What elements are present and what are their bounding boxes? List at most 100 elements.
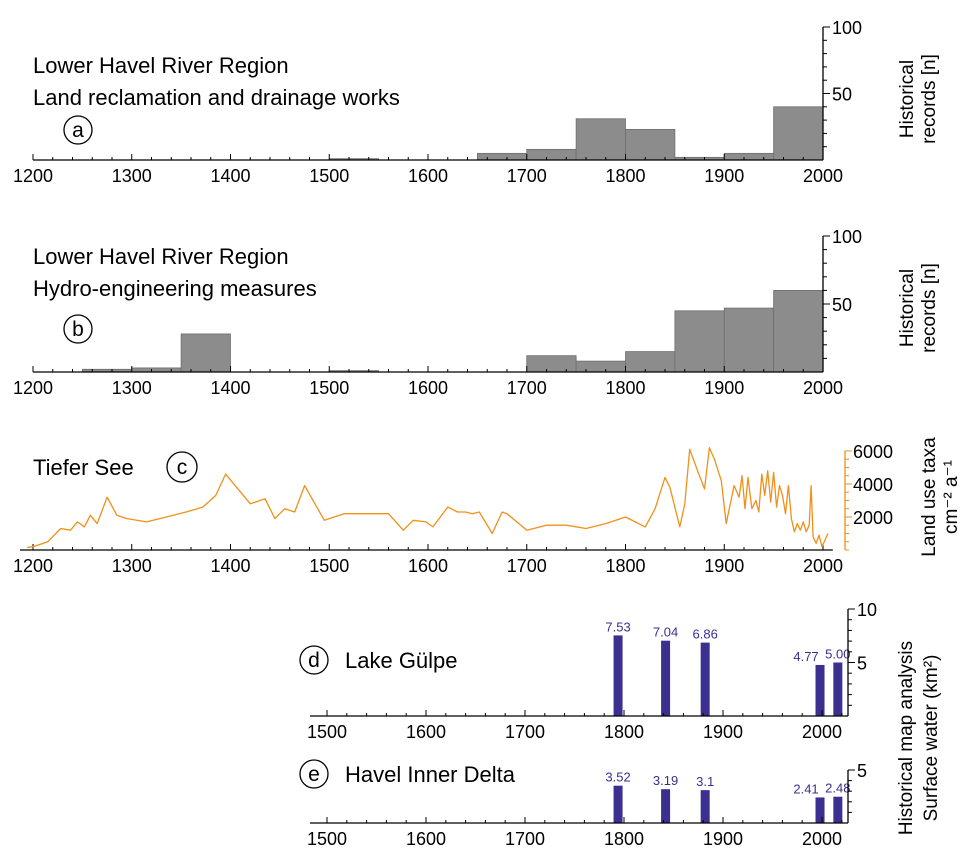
x-tick-label: 1300 bbox=[112, 378, 152, 398]
x-tick-label: 1800 bbox=[605, 166, 645, 186]
data-label: 3.52 bbox=[605, 770, 630, 785]
x-tick-label: 1600 bbox=[408, 166, 448, 186]
map-bar bbox=[613, 785, 623, 823]
y-tick-label: 100 bbox=[832, 227, 862, 247]
x-tick-label: 1600 bbox=[406, 722, 446, 742]
panel-e-havel-inner-delta: 3.52 3.19 3.1 2.41 2.48 1500 1600 1700 1800 1900 2… bbox=[299, 759, 867, 849]
map-bar bbox=[661, 640, 671, 716]
y-tick-label: 10 bbox=[857, 600, 877, 620]
panel-letter: c bbox=[177, 456, 188, 479]
data-label: 3.19 bbox=[653, 773, 678, 788]
map-bar bbox=[833, 796, 843, 823]
y-tick-label: 50 bbox=[832, 295, 852, 315]
y-tick-label: 6000 bbox=[853, 442, 893, 462]
series-label: Lake Gülpe bbox=[345, 648, 458, 673]
map-bar bbox=[833, 662, 843, 716]
shared-y-axis-label: Historical map analysis Surface water (km… bbox=[896, 641, 942, 835]
x-tick-label: 1500 bbox=[307, 722, 347, 742]
y-axis-label-map: Historical map analysis bbox=[896, 641, 917, 835]
histogram-bar bbox=[674, 310, 725, 373]
y-tick-label: 50 bbox=[832, 85, 852, 105]
x-tick-label: 1900 bbox=[703, 829, 743, 849]
panel-letter-circle bbox=[299, 645, 329, 675]
x-tick-label: 1300 bbox=[112, 166, 152, 186]
histogram-bar bbox=[575, 360, 626, 373]
x-tick-label: 1400 bbox=[210, 378, 250, 398]
chart-title-line: Lower Havel River Region bbox=[33, 244, 289, 269]
map-bar bbox=[700, 642, 710, 716]
x-tick-label: 1600 bbox=[408, 556, 448, 576]
histogram-bar bbox=[773, 106, 824, 161]
panel-d-lake-guelpe: 7.53 7.04 6.86 4.77 5.00 1500 1600 1700 1800 1900… bbox=[299, 600, 877, 742]
panel-letter-circle bbox=[63, 115, 93, 145]
map-bar bbox=[700, 790, 710, 823]
x-tick-label: 1800 bbox=[604, 829, 644, 849]
x-tick-label: 1400 bbox=[210, 166, 250, 186]
x-tick-label: 2000 bbox=[803, 378, 843, 398]
x-tick-label: 2000 bbox=[802, 829, 842, 849]
data-label: 7.04 bbox=[653, 625, 678, 640]
y-tick-label: 4000 bbox=[853, 475, 893, 495]
x-tick-label: 1500 bbox=[309, 378, 349, 398]
x-tick-label: 1200 bbox=[13, 556, 53, 576]
panel-letter-circle bbox=[63, 314, 93, 344]
chart-title-line: Land reclamation and drainage works bbox=[33, 85, 400, 110]
x-tick-label: 1500 bbox=[309, 556, 349, 576]
series-label: Tiefer See bbox=[33, 455, 134, 480]
x-tick-label: 1700 bbox=[507, 378, 547, 398]
x-tick-label: 1600 bbox=[406, 829, 446, 849]
x-tick-label: 1900 bbox=[704, 378, 744, 398]
panel-letter: e bbox=[308, 763, 320, 786]
x-tick-label: 1600 bbox=[408, 378, 448, 398]
x-tick-label: 1500 bbox=[309, 166, 349, 186]
panel-a-land-reclamation: 1200 1300 1400 1500 1600 1700 1800 1900 2000 50 10… bbox=[13, 18, 940, 186]
map-bar bbox=[815, 664, 825, 716]
x-tick-label: 1800 bbox=[605, 556, 645, 576]
x-tick-label: 1200 bbox=[13, 166, 53, 186]
x-tick-label: 1900 bbox=[703, 722, 743, 742]
x-tick-label: 1800 bbox=[604, 722, 644, 742]
map-bar bbox=[815, 797, 825, 823]
x-tick-label: 1700 bbox=[505, 722, 545, 742]
x-tick-label: 1500 bbox=[307, 829, 347, 849]
data-label: 6.86 bbox=[693, 627, 718, 642]
panel-b-hydro-engineering: 1200 1300 1400 1500 1600 1700 1800 1900 2000 50 10… bbox=[13, 227, 940, 398]
histogram-bar bbox=[476, 152, 528, 161]
y-tick-label: 2000 bbox=[853, 508, 893, 528]
y-axis-label: Historical bbox=[897, 269, 918, 347]
panel-c-tiefer-see: 1200 1300 1400 1500 1600 1700 1800 1900 2000 2000… bbox=[13, 437, 962, 576]
data-label: 3.1 bbox=[696, 774, 714, 789]
y-axis-label: records [n] bbox=[919, 263, 940, 353]
y-tick-label: 5 bbox=[857, 761, 867, 781]
series-label: Havel Inner Delta bbox=[345, 762, 516, 787]
y-tick-label: 100 bbox=[832, 18, 862, 38]
histogram-bar bbox=[526, 355, 577, 373]
panel-letter-circle bbox=[166, 451, 198, 483]
x-tick-label: 1400 bbox=[210, 556, 250, 576]
histogram-bar bbox=[526, 148, 577, 161]
data-label: 2.41 bbox=[793, 781, 818, 796]
y-axis-label: Land use taxa bbox=[919, 437, 940, 557]
chart-title-line: Hydro-engineering measures bbox=[33, 276, 317, 301]
data-label: 7.53 bbox=[605, 619, 630, 634]
x-tick-label: 2000 bbox=[803, 166, 843, 186]
histogram-bar bbox=[625, 351, 676, 373]
x-tick-label: 1700 bbox=[507, 556, 547, 576]
histogram-bar bbox=[723, 307, 775, 373]
y-axis-label: records [n] bbox=[919, 54, 940, 144]
y-axis-label-map: Surface water (km²) bbox=[921, 655, 942, 822]
y-axis-label-unit: cm⁻² a⁻¹ bbox=[941, 460, 962, 534]
histogram-bar bbox=[625, 129, 676, 161]
data-label: 2.48 bbox=[825, 781, 850, 796]
panel-letter: a bbox=[72, 119, 84, 142]
y-axis-label: Historical bbox=[897, 60, 918, 138]
y-tick-label: 5 bbox=[857, 654, 867, 674]
x-tick-label: 1900 bbox=[704, 166, 744, 186]
panel-letter-circle bbox=[299, 759, 329, 789]
x-tick-label: 1800 bbox=[605, 378, 645, 398]
x-tick-label: 1300 bbox=[112, 556, 152, 576]
x-tick-label: 2000 bbox=[803, 556, 843, 576]
panel-letter: b bbox=[72, 318, 84, 341]
map-bar bbox=[613, 635, 623, 716]
